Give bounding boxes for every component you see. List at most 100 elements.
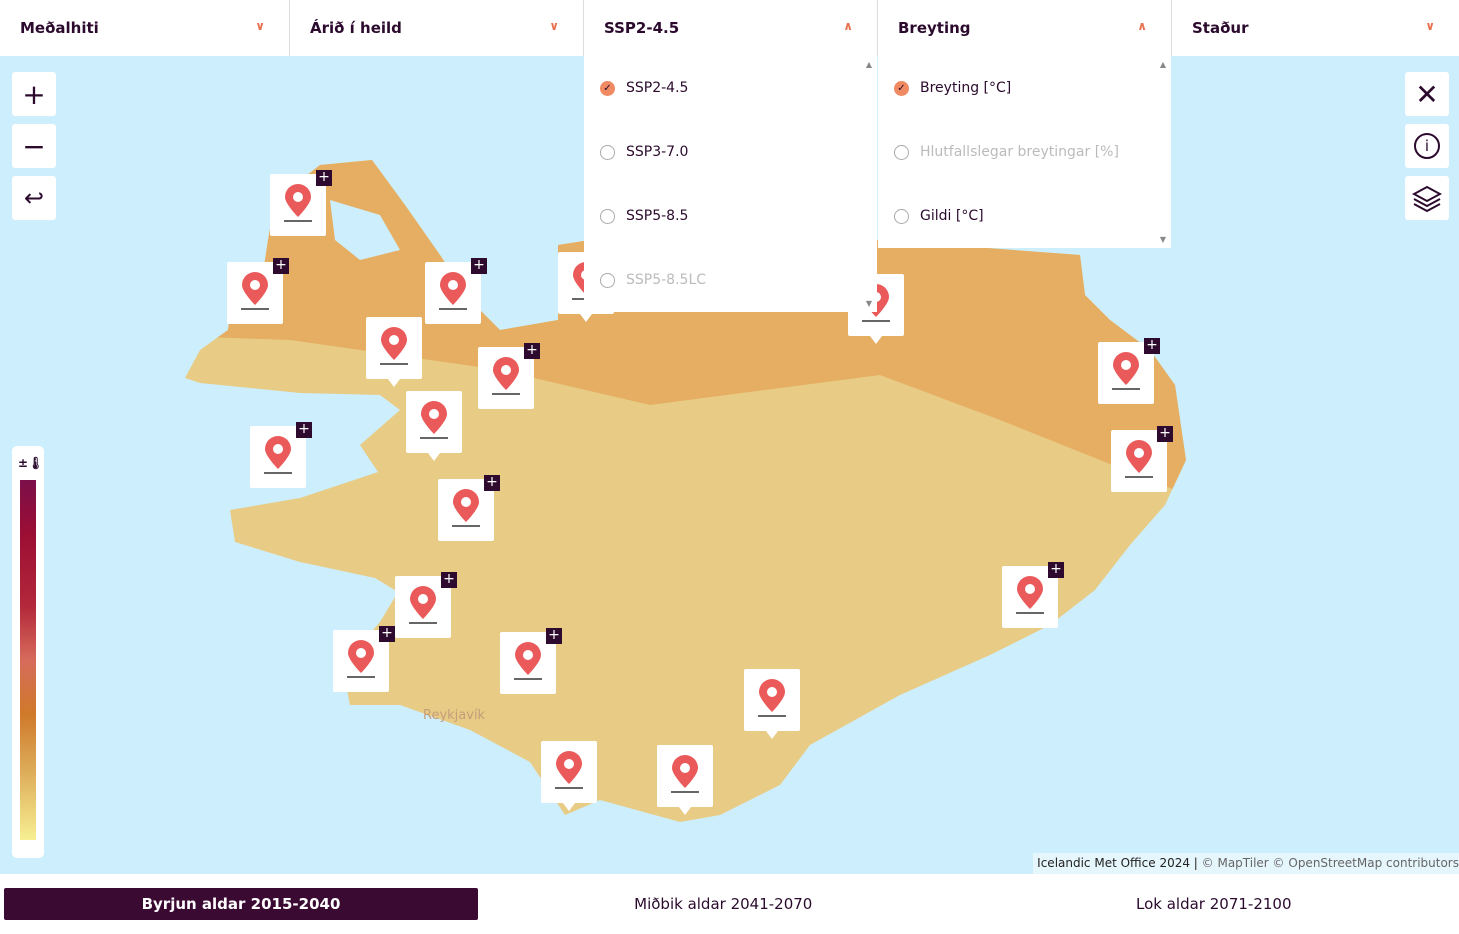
info-button[interactable]: i xyxy=(1405,124,1449,168)
add-icon[interactable]: + xyxy=(1157,426,1173,442)
select-label: Breyting xyxy=(898,19,971,37)
period-end-century[interactable]: Lok aldar 2071-2100 xyxy=(1136,895,1292,913)
change-type-dropdown: ✓ Breyting [°C] Hlutfallslegar breytingar … xyxy=(878,56,1171,248)
radio-unchecked-icon xyxy=(600,272,615,288)
add-icon[interactable]: + xyxy=(471,258,487,274)
option-label: Hlutfallslegar breytingar [%] xyxy=(920,144,1119,160)
attribution-links[interactable]: © MapTiler © OpenStreetMap contributors xyxy=(1197,856,1459,870)
period-mid-century[interactable]: Miðbik aldar 2041-2070 xyxy=(634,895,813,913)
underline xyxy=(671,791,699,793)
station-marker[interactable] xyxy=(366,317,422,387)
select-label: Staður xyxy=(1192,19,1249,37)
reset-view-button[interactable]: ↩ xyxy=(12,176,56,220)
dropdown-option[interactable]: ✓ SSP2-4.5 xyxy=(584,56,877,120)
dropdown-option[interactable]: SSP5-8.5 xyxy=(584,184,877,248)
station-marker[interactable]: + xyxy=(250,422,312,488)
city-label: Reykjavík xyxy=(423,708,486,723)
dropdown-option[interactable]: ✓ Breyting [°C] xyxy=(878,56,1171,120)
station-marker[interactable]: + xyxy=(227,258,289,324)
marker-pointer xyxy=(580,314,592,322)
underline xyxy=(452,525,480,527)
station-marker[interactable]: + xyxy=(438,475,500,541)
scenario-dropdown: ✓ SSP2-4.5 SSP3-7.0 SSP5-8.5 SSP5-8.5LC ▲ ▼ xyxy=(584,56,877,312)
station-marker[interactable]: + xyxy=(1098,338,1160,404)
map-attribution: Icelandic Met Office 2024 | © MapTiler ©… xyxy=(1033,853,1459,874)
option-label: SSP3-7.0 xyxy=(626,144,689,160)
scrollbar[interactable]: ▲ ▼ xyxy=(1159,60,1167,244)
close-button[interactable]: ✕ xyxy=(1405,72,1449,116)
option-label: SSP2-4.5 xyxy=(626,80,689,96)
location-select[interactable]: Staður ∨ xyxy=(1172,0,1459,56)
map-pin-icon xyxy=(410,586,436,619)
add-icon[interactable]: + xyxy=(524,343,540,359)
underline xyxy=(1016,612,1044,614)
station-marker[interactable]: + xyxy=(395,572,457,638)
minus-icon: − xyxy=(22,129,46,163)
station-marker[interactable]: + xyxy=(1002,562,1064,628)
zoom-in-button[interactable]: + xyxy=(12,72,56,116)
station-marker[interactable]: + xyxy=(270,170,332,236)
station-marker[interactable] xyxy=(406,391,462,461)
scenario-select[interactable]: SSP2-4.5 ∧ xyxy=(584,0,878,56)
temperature-change-icon: ±🌡 xyxy=(18,456,44,470)
station-marker[interactable] xyxy=(541,741,597,811)
add-icon[interactable]: + xyxy=(316,170,332,186)
map-pin-icon xyxy=(759,679,785,712)
underline xyxy=(347,676,375,678)
underline xyxy=(420,437,448,439)
add-icon[interactable]: + xyxy=(1048,562,1064,578)
add-icon[interactable]: + xyxy=(484,475,500,491)
add-icon[interactable]: + xyxy=(441,572,457,588)
period-early-century[interactable]: Byrjun aldar 2015-2040 xyxy=(4,888,478,920)
dropdown-option[interactable]: Gildi [°C] xyxy=(878,184,1171,248)
map-pin-icon xyxy=(381,327,407,360)
change-type-select[interactable]: Breyting ∧ xyxy=(878,0,1172,56)
underline xyxy=(1112,388,1140,390)
station-marker[interactable]: + xyxy=(333,626,395,692)
season-select[interactable]: Árið í heild ∨ xyxy=(290,0,584,56)
station-marker[interactable]: + xyxy=(425,258,487,324)
station-marker[interactable] xyxy=(744,669,800,739)
radio-unchecked-icon xyxy=(600,144,615,160)
chevron-up-icon: ∧ xyxy=(843,19,853,33)
station-marker[interactable]: + xyxy=(500,628,562,694)
add-icon[interactable]: + xyxy=(379,626,395,642)
station-marker[interactable]: + xyxy=(1111,426,1173,492)
add-icon[interactable]: + xyxy=(296,422,312,438)
marker-pointer xyxy=(428,453,440,461)
radio-checked-icon: ✓ xyxy=(894,80,909,96)
map-pin-icon xyxy=(493,357,519,390)
underline xyxy=(380,363,408,365)
dropdown-option[interactable]: SSP3-7.0 xyxy=(584,120,877,184)
station-marker[interactable] xyxy=(657,745,713,815)
chevron-up-icon: ∧ xyxy=(1137,19,1147,33)
dropdown-option: Hlutfallslegar breytingar [%] xyxy=(878,120,1171,184)
map-pin-icon xyxy=(515,642,541,675)
underline xyxy=(1125,476,1153,478)
variable-select[interactable]: Meðalhiti ∨ xyxy=(0,0,290,56)
add-icon[interactable]: + xyxy=(546,628,562,644)
add-icon[interactable]: + xyxy=(1144,338,1160,354)
radio-unchecked-icon xyxy=(894,208,909,224)
scrollbar[interactable]: ▲ ▼ xyxy=(865,60,873,308)
underline xyxy=(264,472,292,474)
map-pin-icon xyxy=(265,436,291,469)
return-arrow-icon: ↩ xyxy=(23,184,45,212)
map-pin-icon xyxy=(242,272,268,305)
option-label: SSP5-8.5LC xyxy=(626,272,707,288)
zoom-out-button[interactable]: − xyxy=(12,124,56,168)
map-pin-icon xyxy=(421,401,447,434)
station-marker[interactable]: + xyxy=(478,343,540,409)
map-pin-icon xyxy=(348,640,374,673)
underline xyxy=(241,308,269,310)
color-legend: ±🌡 xyxy=(12,446,44,858)
marker-pointer xyxy=(870,336,882,344)
layers-button[interactable] xyxy=(1405,176,1449,220)
chevron-down-icon: ∨ xyxy=(255,19,265,33)
filter-bar: Meðalhiti ∨ Árið í heild ∨ SSP2-4.5 ∧ Breyt… xyxy=(0,0,1459,56)
add-icon[interactable]: + xyxy=(273,258,289,274)
layers-icon xyxy=(1412,185,1442,213)
option-label: Gildi [°C] xyxy=(920,208,984,224)
underline xyxy=(409,622,437,624)
radio-unchecked-icon xyxy=(894,144,909,160)
